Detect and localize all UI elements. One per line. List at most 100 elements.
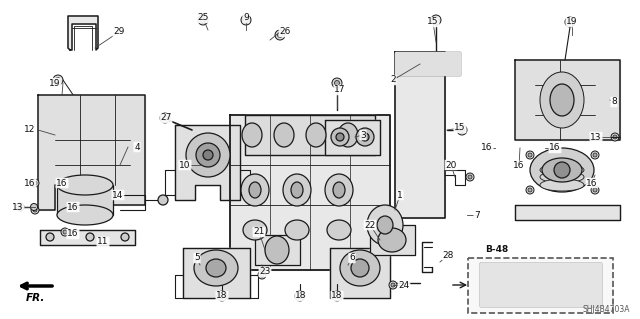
Polygon shape: [330, 248, 390, 298]
Circle shape: [335, 293, 339, 299]
Ellipse shape: [530, 148, 594, 192]
Text: 19: 19: [566, 18, 578, 26]
Circle shape: [466, 173, 474, 181]
Ellipse shape: [333, 182, 345, 198]
Circle shape: [568, 19, 573, 25]
Circle shape: [86, 233, 94, 241]
Text: 13: 13: [590, 132, 602, 142]
Circle shape: [433, 18, 438, 23]
Text: 1: 1: [397, 190, 403, 199]
Circle shape: [61, 228, 69, 236]
Ellipse shape: [265, 236, 289, 264]
Circle shape: [16, 203, 24, 211]
Polygon shape: [230, 115, 390, 270]
Circle shape: [241, 15, 251, 25]
Ellipse shape: [356, 128, 374, 146]
Polygon shape: [183, 248, 250, 298]
Text: 4: 4: [134, 143, 140, 152]
Circle shape: [565, 17, 575, 27]
Circle shape: [63, 230, 67, 234]
Ellipse shape: [243, 220, 267, 240]
Ellipse shape: [203, 150, 213, 160]
Ellipse shape: [378, 228, 406, 252]
Polygon shape: [515, 205, 620, 220]
Text: 10: 10: [179, 160, 191, 169]
Circle shape: [33, 181, 37, 185]
Circle shape: [460, 128, 465, 132]
Ellipse shape: [325, 174, 353, 206]
Circle shape: [160, 113, 170, 123]
Ellipse shape: [57, 205, 113, 225]
Text: 18: 18: [295, 292, 307, 300]
Circle shape: [528, 153, 532, 157]
Circle shape: [295, 291, 305, 301]
Circle shape: [220, 293, 225, 299]
Ellipse shape: [283, 174, 311, 206]
Circle shape: [200, 18, 205, 23]
Polygon shape: [325, 120, 380, 155]
Ellipse shape: [242, 123, 262, 147]
Text: 2: 2: [390, 76, 396, 85]
Text: 12: 12: [24, 125, 36, 135]
Ellipse shape: [550, 84, 574, 116]
Ellipse shape: [338, 123, 358, 147]
Text: 24: 24: [398, 280, 410, 290]
Bar: [57, 185, 113, 215]
Text: 25: 25: [197, 13, 209, 23]
Circle shape: [389, 281, 397, 289]
Ellipse shape: [367, 205, 403, 245]
Polygon shape: [395, 52, 445, 218]
Circle shape: [243, 18, 248, 23]
Ellipse shape: [249, 182, 261, 198]
Circle shape: [335, 80, 339, 85]
Circle shape: [457, 125, 467, 135]
Circle shape: [56, 78, 61, 83]
Polygon shape: [395, 52, 460, 75]
Ellipse shape: [57, 175, 113, 195]
Text: 15: 15: [454, 123, 466, 132]
Circle shape: [431, 15, 441, 25]
Ellipse shape: [285, 220, 309, 240]
Ellipse shape: [351, 259, 369, 277]
Polygon shape: [480, 263, 601, 306]
Polygon shape: [515, 60, 620, 140]
Text: 22: 22: [364, 220, 376, 229]
Ellipse shape: [540, 171, 584, 183]
Text: 16: 16: [67, 203, 79, 211]
Circle shape: [275, 30, 285, 40]
Ellipse shape: [554, 162, 570, 178]
Circle shape: [391, 283, 395, 287]
Circle shape: [198, 15, 208, 25]
Text: 5: 5: [194, 254, 200, 263]
Ellipse shape: [540, 72, 584, 128]
Circle shape: [593, 188, 597, 192]
Ellipse shape: [331, 128, 349, 146]
Circle shape: [468, 175, 472, 179]
Text: 16: 16: [586, 179, 598, 188]
Text: 16: 16: [549, 144, 561, 152]
Ellipse shape: [291, 182, 303, 198]
Circle shape: [526, 151, 534, 159]
Ellipse shape: [340, 250, 380, 286]
Circle shape: [31, 204, 38, 211]
Circle shape: [371, 213, 379, 221]
Ellipse shape: [327, 220, 351, 240]
Text: 17: 17: [334, 85, 346, 94]
Text: 13: 13: [12, 203, 24, 211]
Ellipse shape: [336, 133, 344, 141]
Text: 21: 21: [253, 227, 265, 236]
Circle shape: [31, 206, 39, 214]
Ellipse shape: [540, 179, 584, 191]
Ellipse shape: [186, 133, 230, 177]
Circle shape: [591, 186, 599, 194]
Text: SHJ4B4703A: SHJ4B4703A: [582, 305, 630, 314]
Circle shape: [17, 204, 24, 211]
Text: 26: 26: [279, 27, 291, 36]
Circle shape: [258, 271, 266, 279]
Text: 27: 27: [160, 114, 172, 122]
Ellipse shape: [361, 133, 369, 141]
Text: 20: 20: [445, 160, 457, 169]
Text: 16: 16: [67, 229, 79, 239]
Polygon shape: [68, 16, 98, 50]
Circle shape: [46, 233, 54, 241]
